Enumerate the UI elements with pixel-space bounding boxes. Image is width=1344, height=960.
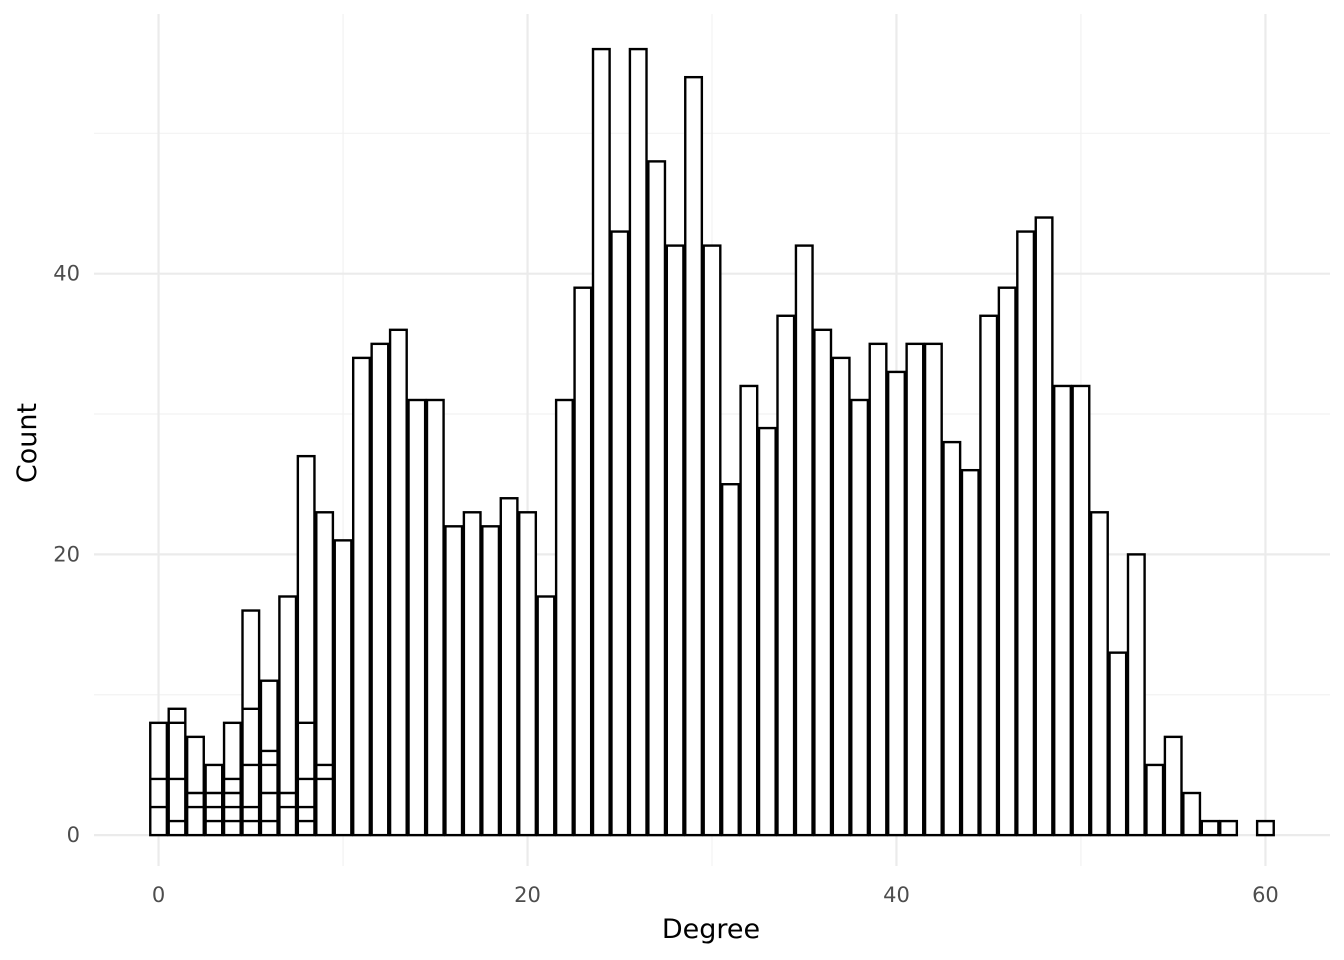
histogram-bar [942, 440, 962, 837]
histogram-bar [1016, 230, 1036, 837]
histogram-bar [960, 468, 980, 837]
histogram-bar [831, 356, 851, 837]
histogram-bar [720, 483, 740, 837]
histogram-bar [997, 286, 1017, 837]
histogram-bar [1034, 216, 1054, 837]
histogram-bar [1200, 819, 1220, 837]
histogram-bar [278, 595, 298, 837]
histogram-bar [1071, 384, 1091, 837]
y-tick-label: 20 [53, 542, 80, 566]
histogram-bar [1219, 819, 1239, 837]
histogram-bar [554, 398, 574, 837]
x-tick-label: 40 [883, 883, 910, 907]
histogram-bar [518, 511, 538, 837]
histogram-bar [665, 244, 685, 837]
histogram-bar [905, 342, 925, 837]
histogram-bar [850, 398, 870, 837]
histogram-bar [444, 525, 464, 837]
histogram-bar [499, 497, 519, 837]
bars [149, 47, 1275, 837]
histogram-bar [185, 735, 205, 837]
histogram-bar [1182, 791, 1202, 837]
histogram-bar [333, 539, 353, 837]
y-tick-label: 0 [67, 823, 80, 847]
histogram-bar [315, 511, 335, 837]
histogram-bar [794, 244, 814, 837]
histogram-bar [702, 244, 722, 837]
histogram-bar [167, 707, 187, 837]
histogram-bar [979, 314, 999, 837]
histogram-bar [241, 609, 261, 837]
histogram-bar [923, 342, 943, 837]
histogram-bar [868, 342, 888, 837]
x-axis-ticks: 0 20 40 60 [152, 883, 1279, 907]
histogram-bar [684, 75, 704, 837]
y-axis-title: Count [12, 403, 43, 483]
histogram-bar [610, 230, 630, 837]
histogram-bar [1053, 384, 1073, 837]
x-tick-label: 60 [1252, 883, 1279, 907]
y-tick-label: 40 [53, 262, 80, 286]
histogram-bar [536, 595, 556, 837]
histogram-bar [776, 314, 796, 837]
histogram-bar [1089, 511, 1109, 837]
x-tick-label: 0 [152, 883, 165, 907]
y-axis-ticks: 0 20 40 [53, 262, 80, 847]
histogram-bar [628, 47, 648, 837]
histogram-bar [407, 398, 427, 837]
histogram-bar [204, 763, 224, 837]
histogram-bar [757, 426, 777, 837]
histogram-bar [1108, 651, 1128, 837]
histogram-bar [1163, 735, 1183, 837]
histogram-bar [370, 342, 390, 837]
histogram-bar [259, 679, 279, 837]
x-tick-label: 20 [514, 883, 541, 907]
x-axis-title: Degree [662, 914, 760, 945]
histogram-bar [1126, 553, 1146, 837]
histogram-bar [462, 511, 482, 837]
histogram-bar [296, 454, 316, 837]
histogram-bar [886, 370, 906, 837]
histogram-bar [1255, 819, 1275, 837]
histogram-bar [481, 525, 501, 837]
histogram-bar [813, 328, 833, 837]
histogram-bar [388, 328, 408, 837]
histogram-bar [647, 160, 667, 837]
histogram-bar [573, 286, 593, 837]
histogram-bar [739, 384, 759, 837]
histogram-bar [1145, 763, 1165, 837]
histogram-bar [425, 398, 445, 837]
histogram-bar [591, 47, 611, 837]
histogram-bar [351, 356, 371, 837]
